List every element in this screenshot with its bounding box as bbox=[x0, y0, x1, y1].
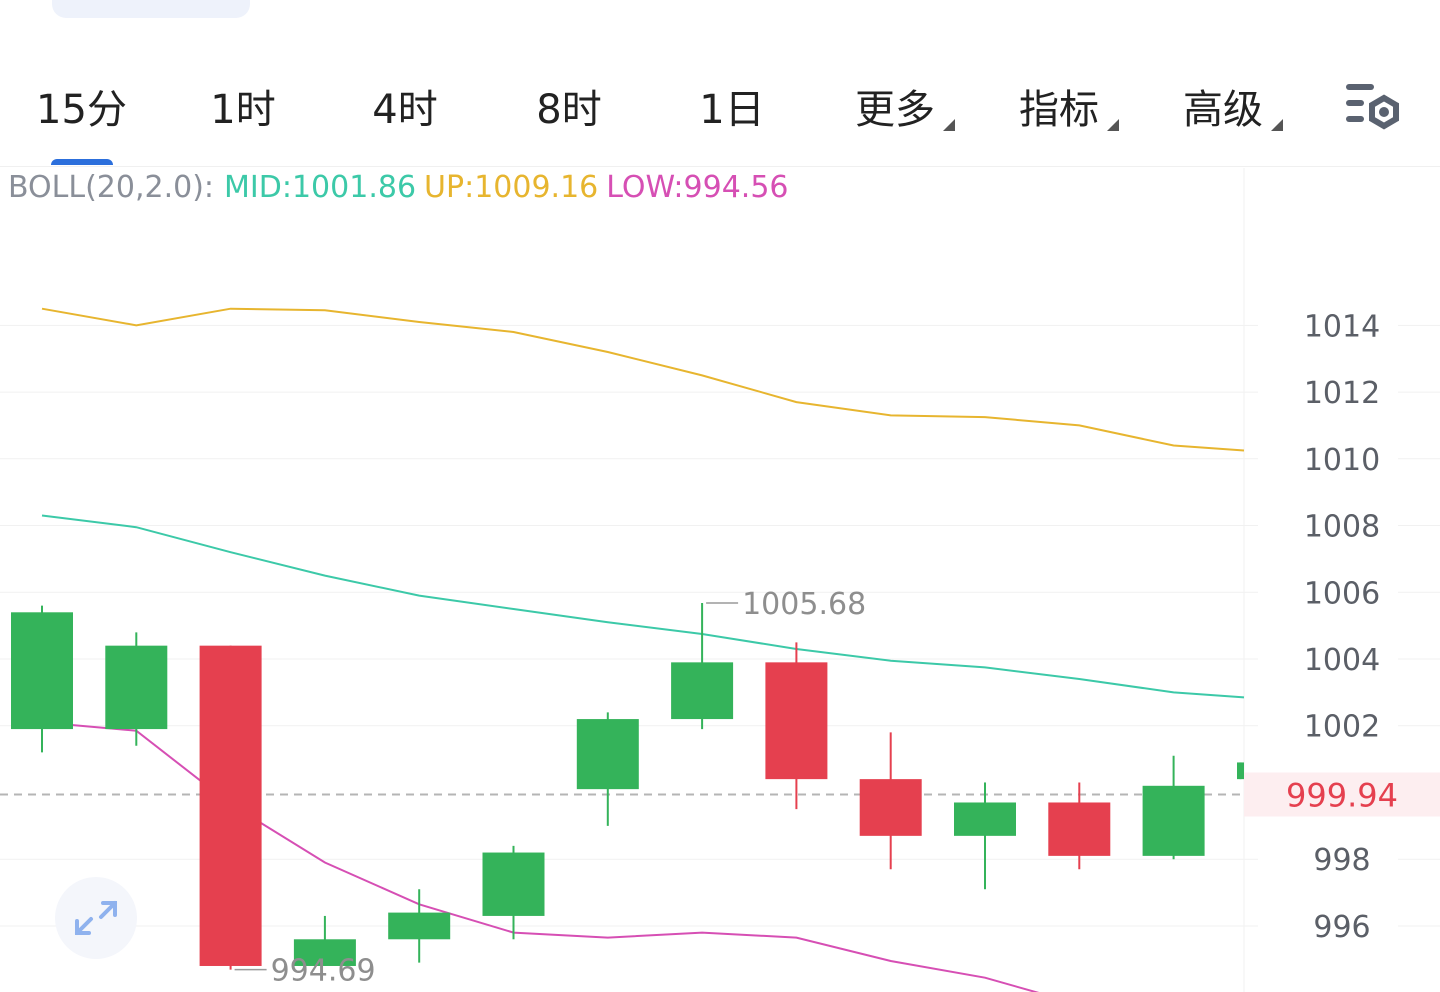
boll-middle-line bbox=[41, 514, 1245, 699]
dropdown-triangle-icon bbox=[1271, 119, 1283, 131]
tab-1d[interactable]: 1日 bbox=[651, 47, 813, 165]
min-price-label: 994.69 bbox=[271, 954, 376, 989]
dropdown-triangle-icon bbox=[943, 119, 955, 131]
candle-body bbox=[859, 779, 922, 836]
candle-body bbox=[954, 802, 1016, 836]
candle-body bbox=[671, 662, 734, 720]
expand-icon[interactable] bbox=[55, 877, 137, 959]
tab-label: 8时 bbox=[536, 87, 602, 133]
y-tick-label: 996 bbox=[1313, 910, 1370, 945]
y-tick-label: 998 bbox=[1313, 843, 1370, 878]
candle-body bbox=[765, 662, 828, 780]
candle-body bbox=[1142, 785, 1205, 856]
boll-lower-line bbox=[41, 721, 1040, 992]
candle-body bbox=[293, 939, 356, 966]
y-tick-label: 1010 bbox=[1304, 443, 1380, 478]
boll-low-value: LOW:994.56 bbox=[606, 170, 789, 205]
tab-1h[interactable]: 1时 bbox=[163, 47, 323, 165]
chart-settings-icon[interactable] bbox=[1340, 78, 1406, 138]
tab-4h[interactable]: 4时 bbox=[323, 47, 487, 165]
candle-body bbox=[199, 645, 262, 966]
y-tick-label: 1008 bbox=[1304, 510, 1380, 545]
tab-label: 1时 bbox=[210, 87, 276, 133]
tab-label: 更多 bbox=[855, 87, 935, 133]
boll-name: BOLL(20,2.0): bbox=[8, 170, 215, 205]
candle-body bbox=[576, 719, 639, 790]
candle-body bbox=[388, 912, 451, 940]
max-price-label: 1005.68 bbox=[742, 587, 866, 622]
dropdown-triangle-icon bbox=[1107, 119, 1119, 131]
y-tick-label: 1006 bbox=[1304, 576, 1380, 611]
tab-advanced[interactable]: 高级 bbox=[1141, 47, 1305, 165]
candle-body bbox=[1237, 762, 1244, 780]
current-price-box bbox=[1244, 772, 1440, 817]
timeframe-tabs: 15分 1时 4时 8时 1日 更多 指标 高级 bbox=[0, 47, 1440, 167]
top-pill[interactable] bbox=[52, 0, 250, 18]
boll-mid-value: MID:1001.86 bbox=[224, 170, 417, 205]
y-tick-label: 1004 bbox=[1304, 643, 1380, 678]
boll-upper-line bbox=[41, 307, 1245, 452]
candle-body bbox=[11, 612, 73, 730]
tab-label: 1日 bbox=[699, 87, 765, 133]
tab-label: 指标 bbox=[1019, 87, 1099, 133]
tabs-divider bbox=[0, 166, 1440, 167]
y-tick-label: 1002 bbox=[1304, 710, 1380, 745]
candle-body bbox=[1048, 802, 1111, 856]
tab-more[interactable]: 更多 bbox=[813, 47, 977, 165]
boll-up-value: UP:1009.16 bbox=[424, 170, 599, 205]
y-axis-area bbox=[1244, 168, 1440, 992]
candle-body bbox=[482, 852, 545, 916]
tab-label: 4时 bbox=[372, 87, 438, 133]
tab-label: 高级 bbox=[1183, 87, 1263, 133]
top-header-strip bbox=[0, 0, 1440, 22]
tab-8h[interactable]: 8时 bbox=[487, 47, 651, 165]
tab-indicators[interactable]: 指标 bbox=[977, 47, 1141, 165]
y-tick-label: 1012 bbox=[1304, 376, 1380, 411]
y-tick-label: 1014 bbox=[1304, 309, 1380, 344]
boll-legend: BOLL(20,2.0): MID:1001.86 UP:1009.16 LOW:99… bbox=[8, 168, 797, 208]
candle-body bbox=[105, 645, 168, 730]
tab-15min[interactable]: 15分 bbox=[0, 47, 163, 165]
active-tab-indicator bbox=[50, 159, 113, 165]
current-price-label: 999.94 bbox=[1286, 776, 1398, 814]
tab-label: 15分 bbox=[36, 87, 127, 133]
